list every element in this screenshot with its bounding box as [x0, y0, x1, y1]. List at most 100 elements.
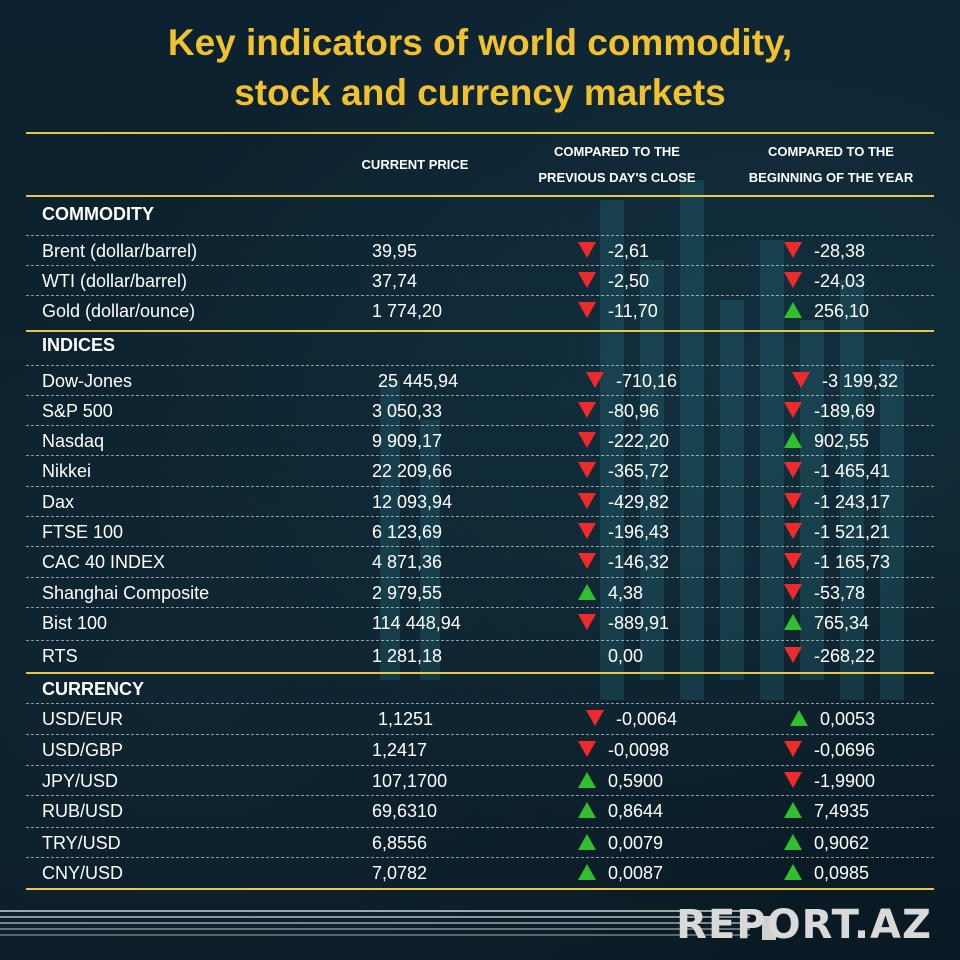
row-divider — [26, 607, 934, 608]
row-year-value: 0,9062 — [814, 833, 870, 853]
row-year-value: -3 199,32 — [822, 371, 899, 391]
row-prev-value: 0,0087 — [608, 863, 664, 883]
arrow-down-icon — [792, 372, 810, 389]
table-row: CNY/USD 7,0782 0,0087 0,0985 — [26, 858, 934, 888]
arrow-down-icon — [578, 493, 596, 510]
arrow-up-icon — [578, 802, 596, 819]
row-prev-change: 0,8644 — [578, 796, 663, 826]
row-year-change: 902,55 — [784, 426, 869, 456]
row-current-price: 1 774,20 — [372, 301, 443, 321]
row-year-change: 7,4935 — [784, 796, 869, 826]
row-year-value: -1 165,73 — [814, 552, 891, 572]
header-prev-line-2: PREVIOUS DAY'S CLOSE — [538, 170, 696, 185]
arrow-up-icon — [578, 584, 596, 601]
row-year-change: -1 243,17 — [784, 487, 890, 517]
row-divider — [26, 765, 934, 766]
table-row: WTI (dollar/barrel) 37,74 -2,50 -24,03 — [26, 266, 934, 296]
section-rule — [26, 672, 934, 674]
section-title-currency: CURRENCY — [42, 679, 145, 699]
row-prev-change: -196,43 — [578, 517, 669, 547]
row-year-change: -0,0696 — [784, 735, 875, 765]
arrow-down-icon — [586, 372, 604, 389]
row-prev-change: -365,72 — [578, 456, 669, 486]
row-current-price: 12 093,94 — [372, 492, 453, 512]
row-year-change: -24,03 — [784, 266, 865, 296]
report-logo: REPORT.AZ — [676, 902, 932, 948]
arrow-down-icon — [578, 614, 596, 631]
arrow-down-icon — [784, 647, 802, 664]
arrow-down-icon — [578, 242, 596, 259]
table-row: Brent (dollar/barrel) 39,95 -2,61 -28,38 — [26, 236, 934, 266]
row-current-price: 6 123,69 — [372, 522, 443, 542]
header-year-line-2: BEGINNING OF THE YEAR — [748, 170, 914, 185]
title-line-2: stock and currency markets — [234, 72, 726, 113]
row-divider — [26, 455, 934, 456]
arrow-down-icon — [578, 402, 596, 419]
row-prev-change: 0,0079 — [578, 828, 663, 858]
row-year-change: -3 199,32 — [792, 366, 898, 396]
row-year-value: -28,38 — [814, 241, 866, 261]
table-row: Shanghai Composite 2 979,55 4,38 -53,78 — [26, 578, 934, 608]
row-current-price: 7,0782 — [372, 863, 428, 883]
row-prev-value: -710,16 — [616, 371, 678, 391]
header-top-rule — [26, 132, 934, 134]
row-prev-value: -80,96 — [608, 401, 660, 421]
arrow-up-icon — [578, 864, 596, 881]
row-name: WTI (dollar/barrel) — [42, 271, 188, 291]
row-name: Dow-Jones — [42, 371, 133, 391]
row-year-value: 0,0985 — [814, 863, 870, 883]
arrow-up-icon — [578, 772, 596, 789]
row-prev-value: -429,82 — [608, 492, 670, 512]
row-year-change: -1 521,21 — [784, 517, 890, 547]
row-divider — [26, 795, 934, 796]
row-year-value: -1,9900 — [814, 771, 876, 791]
row-divider — [26, 546, 934, 547]
arrow-down-icon — [578, 553, 596, 570]
arrow-up-icon — [790, 710, 808, 727]
section-divider — [26, 703, 934, 704]
row-prev-change: -0,0098 — [578, 735, 669, 765]
row-prev-change: -146,32 — [578, 547, 669, 577]
row-prev-value: -196,43 — [608, 522, 670, 542]
table-row: Gold (dollar/ounce) 1 774,20 -11,70 256,10 — [26, 296, 934, 326]
arrow-up-icon — [784, 834, 802, 851]
row-current-price: 6,8556 — [372, 833, 428, 853]
section-rule — [26, 330, 934, 332]
row-prev-value: -11,70 — [608, 301, 658, 321]
arrow-up-icon — [784, 802, 802, 819]
row-prev-change: 0,00 — [578, 641, 643, 671]
row-year-value: 7,4935 — [814, 801, 870, 821]
row-current-price: 39,95 — [372, 241, 418, 261]
row-year-change: -1 165,73 — [784, 547, 890, 577]
row-prev-value: 4,38 — [608, 583, 644, 603]
arrow-down-icon — [578, 432, 596, 449]
arrow-down-icon — [784, 402, 802, 419]
arrow-down-icon — [784, 584, 802, 601]
row-prev-change: -2,61 — [578, 236, 649, 266]
row-current-price: 107,1700 — [372, 771, 448, 791]
row-current-price: 22 209,66 — [372, 461, 453, 481]
row-prev-change: 4,38 — [578, 578, 643, 608]
section-title-indices: INDICES — [42, 335, 116, 355]
header-current-price: CURRENT PRICE — [361, 157, 469, 172]
arrow-down-icon — [784, 462, 802, 479]
row-prev-value: -0,0064 — [616, 709, 678, 729]
table-row: Dax 12 093,94 -429,82 -1 243,17 — [26, 487, 934, 517]
arrow-down-icon — [578, 272, 596, 289]
row-name: Brent (dollar/barrel) — [42, 241, 198, 261]
row-prev-change: -710,16 — [586, 366, 677, 396]
row-prev-value: -222,20 — [608, 431, 670, 451]
row-prev-change: -889,91 — [578, 608, 669, 638]
header-prev-close: COMPARED TO THE PREVIOUS DAY'S CLOSE — [510, 139, 724, 191]
table-row: RTS 1 281,18 0,00 -268,22 — [26, 641, 934, 671]
report-logo-mark — [762, 916, 776, 940]
row-prev-value: -365,72 — [608, 461, 670, 481]
row-year-change: -53,78 — [784, 578, 865, 608]
row-name: Nikkei — [42, 461, 92, 481]
row-name: TRY/USD — [42, 833, 121, 853]
arrow-down-icon — [784, 553, 802, 570]
row-name: FTSE 100 — [42, 522, 124, 542]
arrow-down-icon — [578, 523, 596, 540]
row-year-value: -1 243,17 — [814, 492, 891, 512]
